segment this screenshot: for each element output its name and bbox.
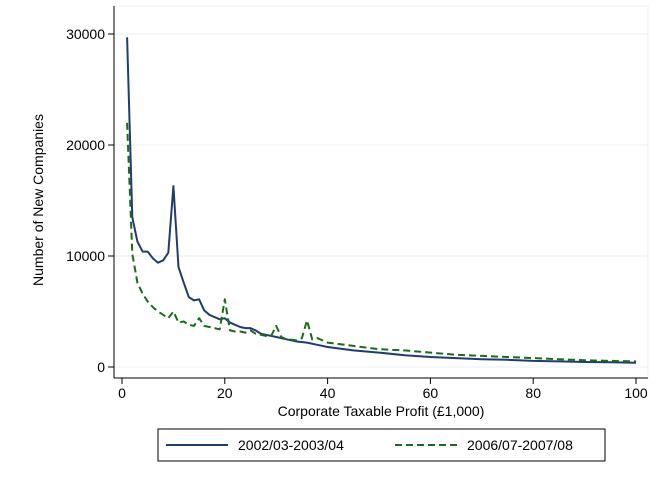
series-lines bbox=[126, 37, 637, 364]
x-tick-label: 100 bbox=[624, 385, 648, 401]
x-tick-label: 80 bbox=[525, 385, 541, 401]
y-tick-label: 20000 bbox=[66, 137, 105, 153]
x-axis-title: Corporate Taxable Profit (£1,000) bbox=[278, 403, 485, 419]
x-tick-label: 20 bbox=[217, 385, 233, 401]
legend-label-series-1: 2002/03-2003/04 bbox=[238, 437, 344, 453]
legend-label-series-2: 2006/07-2007/08 bbox=[467, 437, 573, 453]
legend-box bbox=[157, 428, 606, 462]
axes: 0 10000 20000 30000 0 20 40 60 80 100 bbox=[66, 6, 648, 401]
x-tick-label: 0 bbox=[118, 385, 126, 401]
y-tick-label: 0 bbox=[97, 359, 105, 375]
y-tick-label: 10000 bbox=[66, 248, 105, 264]
y-axis-title: Number of New Companies bbox=[30, 114, 46, 286]
x-tick-label: 40 bbox=[320, 385, 336, 401]
y-tick-label: 30000 bbox=[66, 26, 105, 42]
series-line-1 bbox=[126, 37, 637, 364]
series-line-2 bbox=[126, 122, 637, 363]
x-tick-label: 60 bbox=[423, 385, 439, 401]
legend: 2002/03-2003/04 2006/07-2007/08 bbox=[157, 428, 606, 462]
